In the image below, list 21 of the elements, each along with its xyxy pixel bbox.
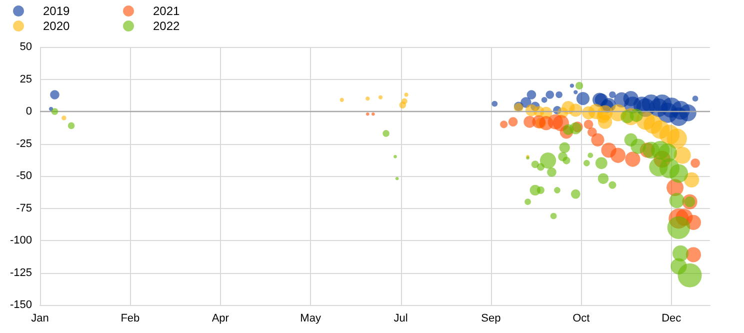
x-tick-label: Oct bbox=[572, 312, 590, 324]
x-tick-label: Jan bbox=[31, 312, 49, 324]
legend-label: 2020 bbox=[43, 19, 70, 33]
x-tick-label: Apr bbox=[212, 312, 230, 324]
y-tick-label: 0 bbox=[26, 106, 32, 118]
legend-label: 2021 bbox=[153, 4, 180, 18]
y-tick-label: -100 bbox=[10, 234, 32, 246]
x-tick-label: May bbox=[300, 312, 322, 324]
x-tick-label: Dec bbox=[662, 312, 682, 324]
y-tick-label: -75 bbox=[16, 202, 32, 214]
y-tick-label: -25 bbox=[16, 138, 32, 150]
y-tick-label: -150 bbox=[10, 299, 32, 311]
x-tick-label: Jul bbox=[394, 312, 408, 324]
y-tick-label: -50 bbox=[16, 170, 32, 182]
y-tick-label: -125 bbox=[10, 266, 32, 279]
y-tick-label: 50 bbox=[20, 41, 32, 53]
x-tick-label: Feb bbox=[120, 312, 140, 324]
y-tick-label: 25 bbox=[20, 73, 32, 86]
legend-label: 2019 bbox=[43, 4, 70, 18]
legend-label: 2022 bbox=[153, 19, 180, 33]
x-tick-label: Sep bbox=[481, 312, 501, 324]
